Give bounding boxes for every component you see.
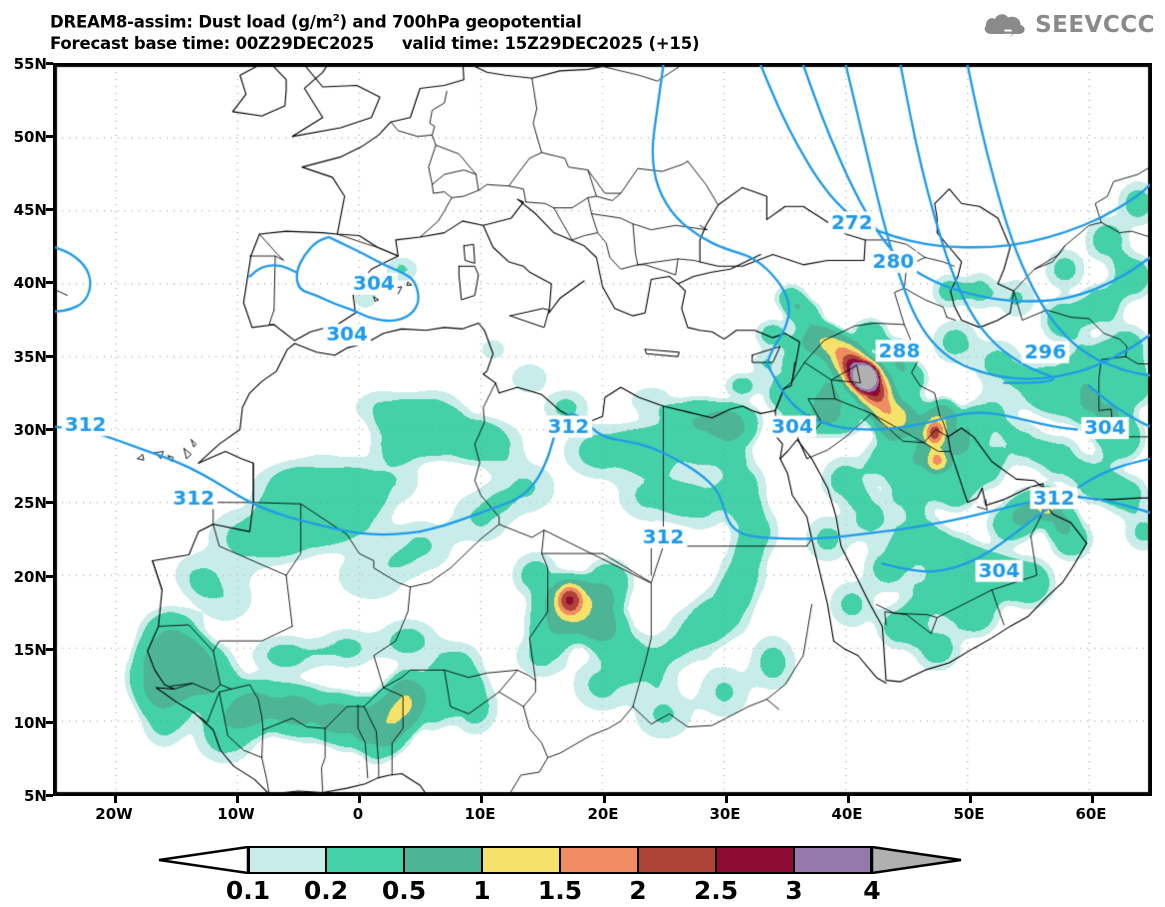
colorbar-cell-0.1-0.2 xyxy=(248,846,326,874)
ylabel-20N: 20N xyxy=(13,568,47,586)
ytick xyxy=(46,501,53,504)
xtick xyxy=(1091,796,1094,803)
colorbar-cell-0.2-0.5 xyxy=(326,846,404,874)
ylabel-15N: 15N xyxy=(13,641,47,659)
cloud-arrow-icon xyxy=(984,14,1025,38)
colorbar-cell-1-1.5 xyxy=(482,846,560,874)
page-title: DREAM8-assim: Dust load (g/m2) and 700hP… xyxy=(50,12,582,32)
ylabel-35N: 35N xyxy=(13,348,47,366)
xlabel-0: 0 xyxy=(352,805,364,823)
ytick xyxy=(46,135,53,138)
colorbar-tick-0.2: 0.2 xyxy=(303,876,349,905)
xtick xyxy=(969,796,972,803)
ytick xyxy=(46,794,53,797)
xlabel-60E: 60E xyxy=(1075,805,1107,823)
colorbar-cell-2.5-3 xyxy=(716,846,794,874)
colorbar-tick-3: 3 xyxy=(785,876,803,905)
ytick xyxy=(46,208,53,211)
colorbar-tick-0.1: 0.1 xyxy=(225,876,271,905)
colorbar: 0.1 0.2 0.5 1 1.5 2 2.5 3 4 xyxy=(0,840,1165,907)
ylabel-10N: 10N xyxy=(13,714,47,732)
ylabel-30N: 30N xyxy=(13,421,47,439)
colorbar-cell-1.5-2 xyxy=(560,846,638,874)
xtick xyxy=(725,796,728,803)
xtick xyxy=(847,796,850,803)
ytick xyxy=(46,575,53,578)
colorbar-tick-2: 2 xyxy=(629,876,647,905)
logo-text: SEEVCCC xyxy=(1035,12,1155,38)
xlabel-40E: 40E xyxy=(831,805,863,823)
xlabel-20W: 20W xyxy=(95,805,133,823)
ytick xyxy=(46,355,53,358)
ylabel-40N: 40N xyxy=(13,274,47,292)
colorbar-tick-0.5: 0.5 xyxy=(381,876,427,905)
colorbar-under-arrow xyxy=(158,846,248,874)
ylabel-45N: 45N xyxy=(13,201,47,219)
ylabel-5N: 5N xyxy=(24,787,47,805)
xlabel-30E: 30E xyxy=(709,805,741,823)
colorbar-tick-2.5: 2.5 xyxy=(693,876,739,905)
xlabel-20E: 20E xyxy=(587,805,619,823)
xtick xyxy=(603,796,606,803)
dust-load-map[interactable] xyxy=(55,65,1150,794)
colorbar-cell-3-4 xyxy=(794,846,872,874)
xtick xyxy=(236,796,239,803)
colorbar-tick-4: 4 xyxy=(863,876,881,905)
xtick xyxy=(114,796,117,803)
ylabel-55N: 55N xyxy=(13,55,47,73)
colorbar-tick-1.5: 1.5 xyxy=(537,876,583,905)
colorbar-over-arrow xyxy=(872,846,962,874)
map-plot-area[interactable] xyxy=(53,63,1152,796)
chart-header: DREAM8-assim: Dust load (g/m2) and 700hP… xyxy=(50,8,810,54)
ylabel-25N: 25N xyxy=(13,494,47,512)
colorbar-cells xyxy=(248,846,872,874)
ytick xyxy=(46,62,53,65)
ytick xyxy=(46,648,53,651)
ytick xyxy=(46,428,53,431)
ytick xyxy=(46,281,53,284)
xlabel-50E: 50E xyxy=(953,805,985,823)
ylabel-50N: 50N xyxy=(13,128,47,146)
ytick xyxy=(46,721,53,724)
colorbar-cell-0.5-1 xyxy=(404,846,482,874)
xtick xyxy=(358,796,361,803)
colorbar-tick-1: 1 xyxy=(473,876,491,905)
seevccc-logo: SEEVCCC xyxy=(982,10,1155,40)
colorbar-cell-2-2.5 xyxy=(638,846,716,874)
forecast-time-line: Forecast base time: 00Z29DEC2025 valid t… xyxy=(50,33,700,53)
xlabel-10W: 10W xyxy=(217,805,255,823)
xlabel-10E: 10E xyxy=(464,805,496,823)
xtick xyxy=(480,796,483,803)
